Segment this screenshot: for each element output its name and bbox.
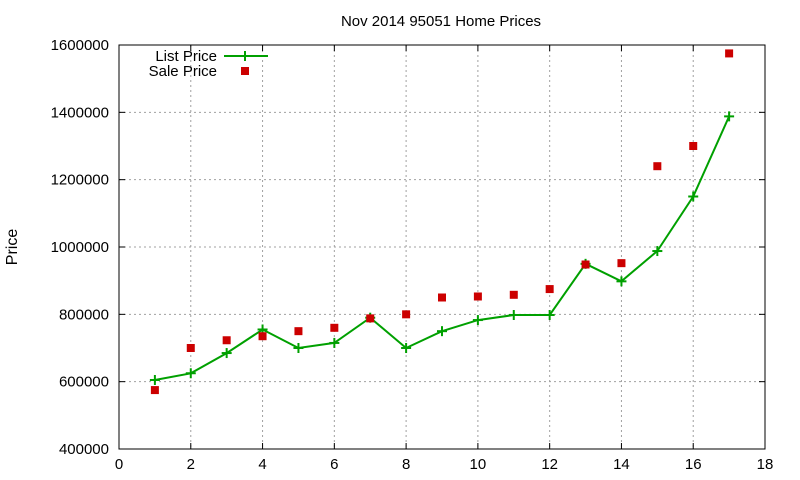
legend-marker-sale-price — [241, 67, 249, 75]
plot-frame — [118, 44, 766, 450]
y-tick-label: 1000000 — [51, 239, 109, 256]
x-tick-label: 14 — [613, 456, 630, 473]
axes: 0 2 4 6 8 10 12 14 16 18 400000 600000 800000 1000000… — [51, 37, 774, 473]
sale-price-point — [294, 327, 303, 336]
x-tick-label: 12 — [541, 456, 558, 473]
list-price-point — [149, 374, 160, 385]
data-series — [149, 49, 735, 395]
sale-price-point — [186, 344, 195, 352]
list-price-point — [185, 368, 196, 379]
x-tick-label: 4 — [258, 456, 266, 473]
list-price-point — [221, 348, 232, 359]
list-price-point — [401, 343, 412, 353]
sale-price-point — [509, 290, 518, 299]
list-price-point — [688, 191, 699, 202]
list-price-point — [508, 310, 519, 321]
y-tick-label: 400000 — [59, 441, 109, 458]
legend: List Price Sale Price — [149, 48, 268, 80]
chart-title: Nov 2014 95051 Home Prices — [341, 13, 541, 30]
list-price-point — [329, 337, 340, 348]
legend-label-list-price: List Price — [155, 48, 217, 65]
y-tick-label: 1600000 — [51, 37, 109, 54]
sale-price-point — [545, 285, 554, 294]
sale-price-point — [330, 323, 339, 332]
y-tick-label: 600000 — [59, 374, 109, 391]
list-price-point — [472, 315, 483, 326]
x-tick-label: 6 — [330, 456, 338, 473]
sale-price-point — [689, 142, 698, 150]
list-price-point — [437, 326, 447, 337]
y-tick-label: 1400000 — [51, 104, 109, 121]
list-price-point — [293, 343, 304, 353]
sale-price-point — [258, 332, 267, 341]
grid-lines — [119, 45, 765, 449]
x-tick-label: 0 — [115, 456, 123, 473]
sale-price-point — [581, 260, 590, 269]
list-price-point — [652, 246, 663, 257]
y-tick-label: 800000 — [59, 306, 109, 323]
legend-label-sale-price: Sale Price — [149, 63, 217, 80]
sale-price-point — [402, 310, 411, 319]
x-tick-label: 18 — [757, 456, 774, 473]
sale-price-point — [222, 336, 231, 345]
sale-price-point — [473, 292, 482, 301]
list-price-point — [724, 111, 735, 122]
list-price-line — [154, 115, 731, 381]
legend-marker-list-price — [240, 51, 250, 61]
list-price-point — [544, 310, 555, 321]
sale-price-point — [438, 293, 446, 302]
sale-price-point — [366, 314, 375, 323]
x-tick-label: 8 — [402, 456, 410, 473]
x-tick-label: 10 — [470, 456, 487, 473]
x-tick-label: 2 — [187, 456, 195, 473]
x-tick-label: 16 — [685, 456, 702, 473]
y-tick-label: 1200000 — [51, 172, 109, 189]
sale-price-point — [150, 386, 159, 395]
list-price-point — [616, 276, 627, 287]
y-axis-label: Price — [4, 229, 21, 266]
sale-price-point — [653, 162, 662, 171]
sale-price-point — [725, 49, 734, 58]
sale-price-point — [617, 259, 626, 268]
